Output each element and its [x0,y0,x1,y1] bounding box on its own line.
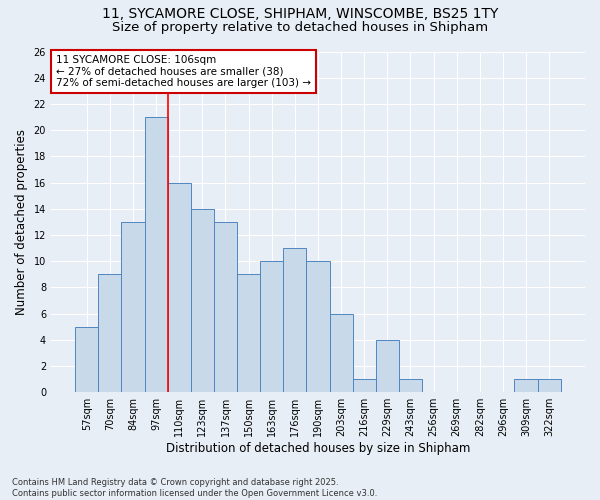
Bar [167,182,191,392]
Bar [237,274,260,392]
Bar [353,379,376,392]
Bar [98,274,121,392]
Text: Contains HM Land Registry data © Crown copyright and database right 2025.
Contai: Contains HM Land Registry data © Crown c… [12,478,377,498]
Bar [307,261,329,392]
Bar [538,379,561,392]
Bar [214,222,237,392]
Bar [399,379,422,392]
Bar [283,248,307,392]
Bar [121,222,145,392]
Bar [376,340,399,392]
Bar [145,117,167,392]
Bar [191,209,214,392]
Bar [329,314,353,392]
X-axis label: Distribution of detached houses by size in Shipham: Distribution of detached houses by size … [166,442,470,455]
Text: 11, SYCAMORE CLOSE, SHIPHAM, WINSCOMBE, BS25 1TY: 11, SYCAMORE CLOSE, SHIPHAM, WINSCOMBE, … [102,8,498,22]
Bar [75,326,98,392]
Bar [260,261,283,392]
Y-axis label: Number of detached properties: Number of detached properties [15,129,28,315]
Bar [514,379,538,392]
Text: Size of property relative to detached houses in Shipham: Size of property relative to detached ho… [112,21,488,34]
Text: 11 SYCAMORE CLOSE: 106sqm
← 27% of detached houses are smaller (38)
72% of semi-: 11 SYCAMORE CLOSE: 106sqm ← 27% of detac… [56,55,311,88]
